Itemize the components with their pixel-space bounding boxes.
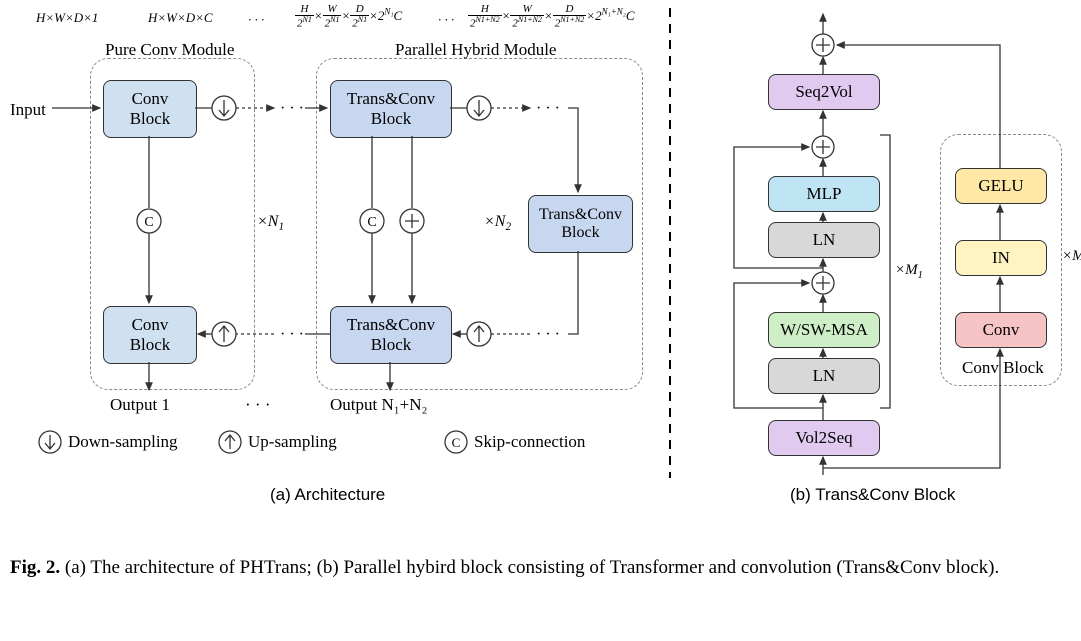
svg-text:C: C — [452, 435, 461, 450]
right-arrows — [690, 0, 1081, 480]
legend-down: Down-sampling — [68, 432, 178, 452]
svg-text:C: C — [367, 215, 376, 230]
svg-text:· · ·: · · · — [280, 326, 304, 343]
svg-text:· · ·: · · · — [536, 100, 560, 117]
legend-up: Up-sampling — [248, 432, 337, 452]
svg-text:· · ·: · · · — [280, 100, 304, 117]
left-arrows: · · · · · · · · · · · · C C — [0, 0, 660, 430]
figure-caption: Fig. 2. (a) The architecture of PHTrans;… — [10, 555, 1070, 581]
caption-a: (a) Architecture — [270, 485, 385, 505]
divider — [668, 8, 672, 478]
legend-skip: Skip-connection — [474, 432, 585, 452]
fig-number: Fig. 2. — [10, 557, 60, 578]
caption-b: (b) Trans&Conv Block — [790, 485, 955, 505]
svg-text:C: C — [144, 215, 153, 230]
svg-text:· · ·: · · · — [536, 326, 560, 343]
fig-text: (a) The architecture of PHTrans; (b) Par… — [60, 557, 999, 578]
